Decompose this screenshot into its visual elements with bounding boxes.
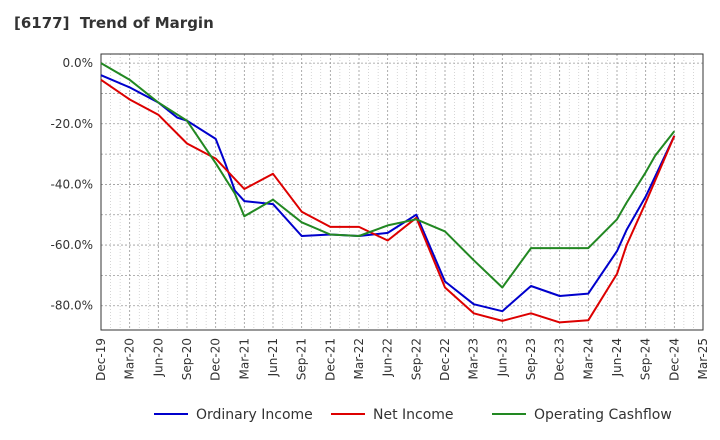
x-tick-label: Jun-21 bbox=[266, 338, 280, 377]
x-tick-label: Jun-20 bbox=[151, 338, 165, 377]
x-tick-label: Sep-22 bbox=[409, 338, 423, 380]
x-tick-label: Mar-21 bbox=[237, 338, 251, 379]
y-tick-label: 0.0% bbox=[63, 56, 94, 70]
legend-label: Operating Cashflow bbox=[534, 407, 672, 423]
x-tick-label: Dec-24 bbox=[667, 338, 681, 381]
x-tick-label: Sep-21 bbox=[295, 338, 309, 380]
x-axis-ticks: Dec-19 Mar-20 Jun-20 Sep-20 Dec-20 Mar-21 Jun-… bbox=[94, 338, 710, 381]
y-tick-label: -80.0% bbox=[51, 299, 93, 313]
legend: Ordinary Income Net Income Operating Cashf… bbox=[154, 407, 672, 423]
grid-lines bbox=[100, 54, 704, 330]
x-tick-label: Dec-21 bbox=[323, 338, 337, 381]
x-tick-label: Dec-19 bbox=[94, 338, 108, 381]
y-tick-label: -40.0% bbox=[51, 177, 93, 191]
plot-frame bbox=[100, 53, 704, 331]
x-tick-label: Mar-23 bbox=[467, 338, 481, 379]
legend-label: Ordinary Income bbox=[196, 407, 313, 423]
x-tick-label: Jun-22 bbox=[381, 338, 395, 377]
series-line-operating-cashflow bbox=[100, 62, 676, 289]
x-tick-label: Mar-22 bbox=[352, 338, 366, 379]
x-tick-label: Sep-20 bbox=[180, 338, 194, 380]
legend-label: Net Income bbox=[373, 407, 454, 423]
y-tick-label: -20.0% bbox=[51, 117, 93, 131]
x-tick-label: Sep-24 bbox=[639, 338, 653, 380]
x-tick-label: Jun-24 bbox=[610, 338, 624, 377]
x-tick-label: Dec-23 bbox=[553, 338, 567, 381]
x-tick-label: Dec-22 bbox=[438, 338, 452, 381]
y-axis-ticks: 0.0% -20.0% -40.0% -60.0% -80.0% bbox=[51, 56, 93, 313]
x-tick-label: Mar-25 bbox=[696, 338, 710, 379]
x-tick-label: Jun-23 bbox=[495, 338, 509, 377]
x-tick-label: Dec-20 bbox=[209, 338, 223, 381]
x-tick-label: Sep-23 bbox=[524, 338, 538, 380]
y-tick-label: -60.0% bbox=[51, 238, 93, 252]
x-tick-label: Mar-20 bbox=[123, 338, 137, 379]
series-lines bbox=[100, 62, 676, 324]
series-line-net-income bbox=[100, 78, 676, 324]
x-tick-label: Mar-24 bbox=[581, 338, 595, 379]
chart-title: [6177] Trend of Margin bbox=[14, 14, 214, 32]
